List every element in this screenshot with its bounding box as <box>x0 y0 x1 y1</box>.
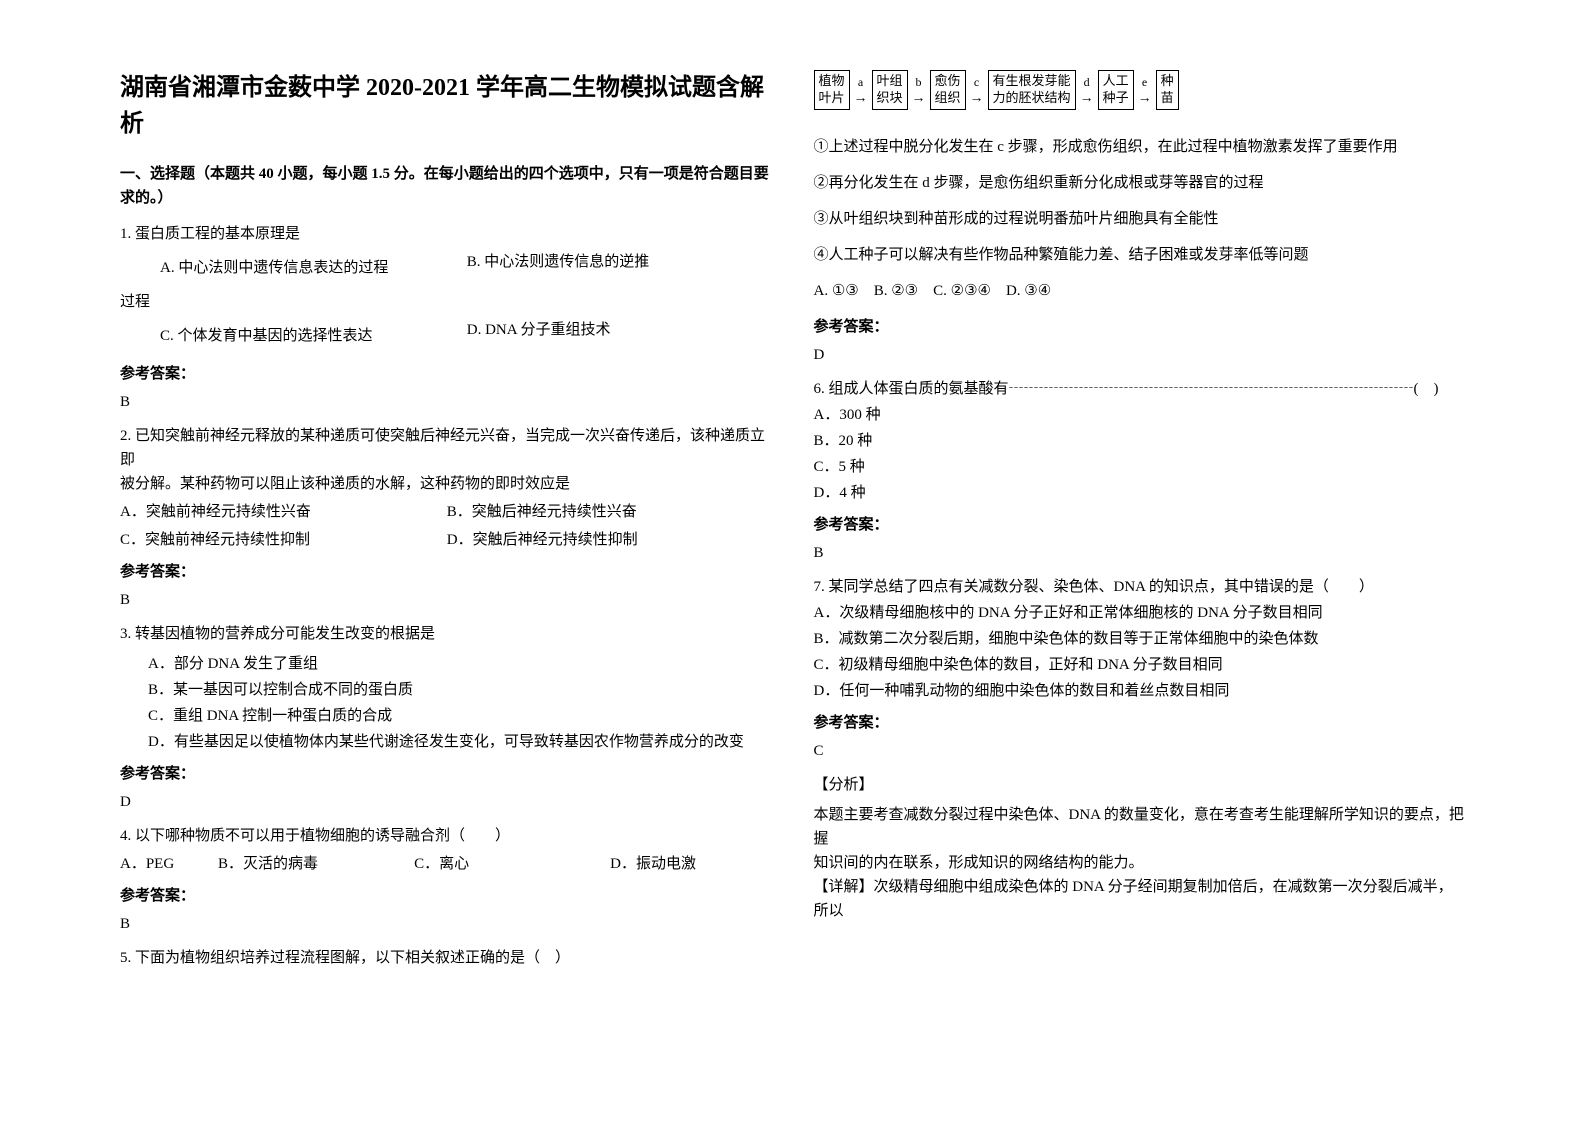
right-column: 植物 叶片 a → 叶组 织块 b → 愈伤 组织 c → 有生根发芽能 力的胚… <box>794 70 1488 1082</box>
q5-answer: D <box>814 343 1468 367</box>
q5-statement-4: ④人工种子可以解决有些作物品种繁殖能力差、结子困难或发芽率低等问题 <box>814 243 1468 267</box>
q6-optA: A．300 种 <box>814 403 1468 427</box>
q2-optD: D．突触后神经元持续性抑制 <box>447 528 774 552</box>
q6-answer-label: 参考答案： <box>814 513 1468 537</box>
analysis-text-2: 知识间的内在联系，形成知识的网络结构的能力。 <box>814 851 1468 875</box>
arrow-icon: → <box>1080 92 1094 106</box>
q4-optD: D．振动电激 <box>610 852 773 876</box>
q6-optB: B．20 种 <box>814 429 1468 453</box>
q7-stem: 7. 某同学总结了四点有关减数分裂、染色体、DNA 的知识点，其中错误的是（ ） <box>814 575 1468 599</box>
q1-optC: C. 个体发育中基因的选择性表达 <box>120 324 467 348</box>
flow-arrow-e: e → <box>1138 73 1152 106</box>
q3-optB: B．某一基因可以控制合成不同的蛋白质 <box>148 678 774 702</box>
q3-answer: D <box>120 790 774 814</box>
q5-statement-3: ③从叶组织块到种苗形成的过程说明番茄叶片细胞具有全能性 <box>814 207 1468 231</box>
q4-optB: B．灭活的病毒 <box>218 852 414 876</box>
q5-statement-1: ①上述过程中脱分化发生在 c 步骤，形成愈伤组织，在此过程中植物激素发挥了重要作… <box>814 135 1468 159</box>
flow-arrow-d: d → <box>1080 73 1094 106</box>
q2-answer-label: 参考答案： <box>120 560 774 584</box>
arrow-icon: → <box>854 92 868 106</box>
flow-box-3: 愈伤 组织 <box>930 70 966 110</box>
arrow-icon: → <box>912 92 926 106</box>
q1-cont: 过程 <box>120 290 774 314</box>
q5-answer-label: 参考答案： <box>814 315 1468 339</box>
flow-box-1: 植物 叶片 <box>814 70 850 110</box>
analysis-label: 【分析】 <box>814 773 1468 797</box>
arrow-icon: → <box>970 92 984 106</box>
q1-optB: B. 中心法则遗传信息的逆推 <box>467 250 774 286</box>
flow-box-2: 叶组 织块 <box>872 70 908 110</box>
flow-arrow-a: a → <box>854 73 868 106</box>
q1-answer: B <box>120 390 774 414</box>
section-header: 一、选择题（本题共 40 小题，每小题 1.5 分。在每小题给出的四个选项中，只… <box>120 162 774 210</box>
flow-arrow-b: b → <box>912 73 926 106</box>
q1-answer-label: 参考答案： <box>120 362 774 386</box>
q1-stem: 1. 蛋白质工程的基本原理是 <box>120 222 774 246</box>
q6-optD: D．4 种 <box>814 481 1468 505</box>
q7-answer: C <box>814 739 1468 763</box>
q7-answer-label: 参考答案： <box>814 711 1468 735</box>
q2-stem2: 被分解。某种药物可以阻止该种递质的水解，这种药物的即时效应是 <box>120 472 774 496</box>
q7-optA: A．次级精母细胞核中的 DNA 分子正好和正常体细胞核的 DNA 分子数目相同 <box>814 601 1468 625</box>
q3-optD: D．有些基因足以使植物体内某些代谢途径发生变化，可导致转基因农作物营养成分的改变 <box>148 730 774 754</box>
analysis-text-1: 本题主要考查减数分裂过程中染色体、DNA 的数量变化，意在考查考生能理解所学知识… <box>814 803 1468 851</box>
q1-optD: D. DNA 分子重组技术 <box>467 318 774 354</box>
q3-answer-label: 参考答案： <box>120 762 774 786</box>
document-title: 湖南省湘潭市金薮中学 2020-2021 学年高二生物模拟试题含解析 <box>120 70 774 142</box>
q6-answer: B <box>814 541 1468 565</box>
q4-optA: A．PEG <box>120 852 218 876</box>
q6-stem: 6. 组成人体蛋白质的氨基酸有┄┄┄┄┄┄┄┄┄┄┄┄┄┄┄┄┄┄┄┄┄┄┄┄┄… <box>814 377 1468 401</box>
q4-stem: 4. 以下哪种物质不可以用于植物细胞的诱导融合剂（ ） <box>120 824 774 848</box>
left-column: 湖南省湘潭市金薮中学 2020-2021 学年高二生物模拟试题含解析 一、选择题… <box>100 70 794 1082</box>
q5-stem: 5. 下面为植物组织培养过程流程图解，以下相关叙述正确的是（ ） <box>120 946 774 970</box>
detail-text: 【详解】次级精母细胞中组成染色体的 DNA 分子经间期复制加倍后，在减数第一次分… <box>814 875 1468 923</box>
q6-optC: C．5 种 <box>814 455 1468 479</box>
flow-box-5: 人工 种子 <box>1098 70 1134 110</box>
q2-optA: A．突触前神经元持续性兴奋 <box>120 500 447 524</box>
q4-optC: C．离心 <box>414 852 610 876</box>
q5-options: A. ①③ B. ②③ C. ②③④ D. ③④ <box>814 279 1468 303</box>
q7-optB: B．减数第二次分裂后期，细胞中染色体的数目等于正常体细胞中的染色体数 <box>814 627 1468 651</box>
q2-optC: C．突触前神经元持续性抑制 <box>120 528 447 552</box>
q2-answer: B <box>120 588 774 612</box>
q2-stem1: 2. 已知突触前神经元释放的某种递质可使突触后神经元兴奋，当完成一次兴奋传递后，… <box>120 424 774 472</box>
q7-optC: C．初级精母细胞中染色体的数目，正好和 DNA 分子数目相同 <box>814 653 1468 677</box>
q3-optA: A．部分 DNA 发生了重组 <box>148 652 774 676</box>
q7-optD: D．任何一种哺乳动物的细胞中染色体的数目和着丝点数目相同 <box>814 679 1468 703</box>
q3-optC: C．重组 DNA 控制一种蛋白质的合成 <box>148 704 774 728</box>
q4-answer: B <box>120 912 774 936</box>
flowchart: 植物 叶片 a → 叶组 织块 b → 愈伤 组织 c → 有生根发芽能 力的胚… <box>814 70 1468 110</box>
q5-statement-2: ②再分化发生在 d 步骤，是愈伤组织重新分化成根或芽等器官的过程 <box>814 171 1468 195</box>
flow-arrow-c: c → <box>970 73 984 106</box>
q4-answer-label: 参考答案： <box>120 884 774 908</box>
arrow-icon: → <box>1138 92 1152 106</box>
q1-optA: A. 中心法则中遗传信息表达的过程 <box>120 256 467 280</box>
q3-stem: 3. 转基因植物的营养成分可能发生改变的根据是 <box>120 622 774 646</box>
q2-optB: B．突触后神经元持续性兴奋 <box>447 500 774 524</box>
flow-box-6: 种 苗 <box>1156 70 1179 110</box>
flow-box-4: 有生根发芽能 力的胚状结构 <box>988 70 1076 110</box>
